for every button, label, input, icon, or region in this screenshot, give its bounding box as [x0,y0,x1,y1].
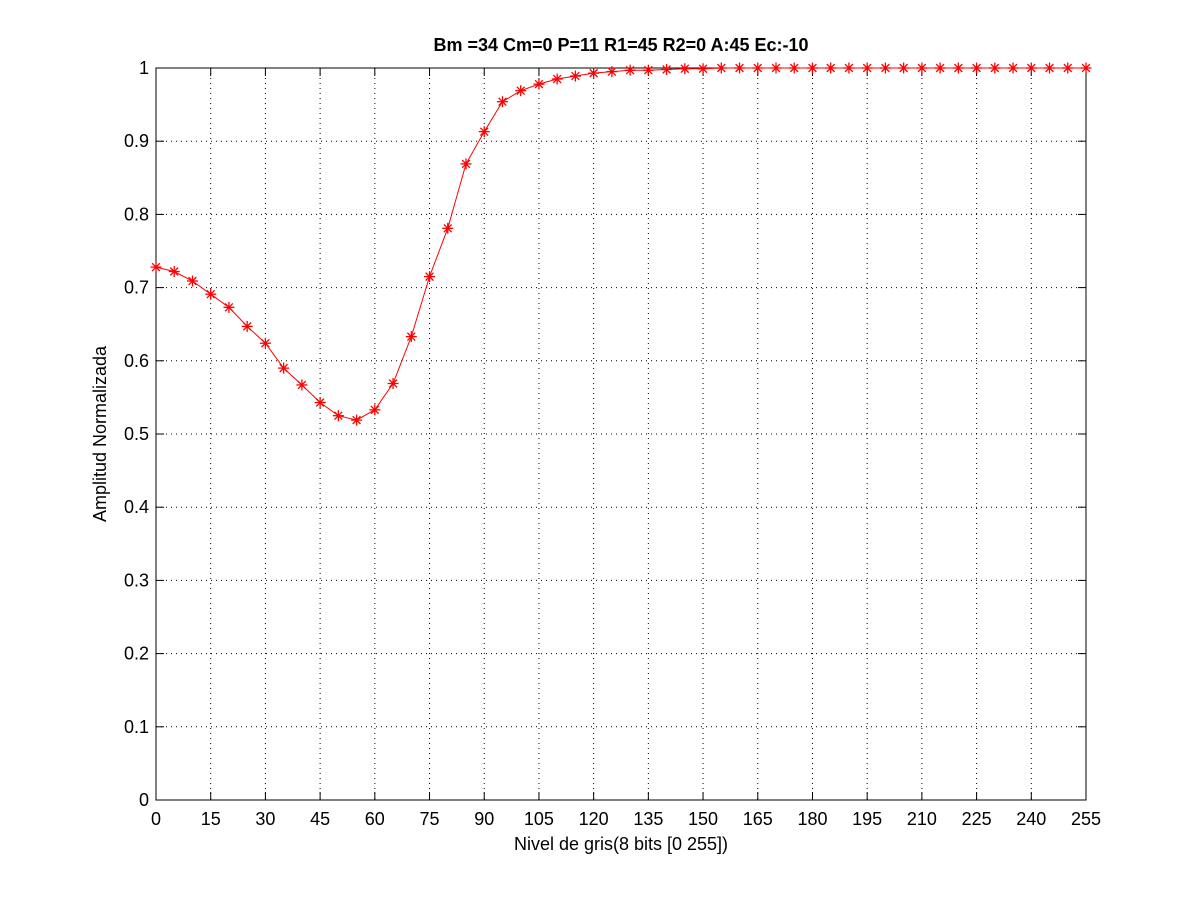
data-point [806,62,818,74]
data-point [186,275,198,287]
series-line [155,67,1086,421]
x-tick-label: 255 [1071,809,1101,829]
data-point [752,62,764,74]
data-point [442,222,454,234]
data-point [1080,62,1092,74]
x-tick-label: 225 [962,809,992,829]
data-point [259,337,271,349]
x-tick-label: 210 [907,809,937,829]
x-tick-label: 60 [365,809,385,829]
data-point [496,96,508,108]
data-point [788,62,800,74]
x-tick-label: 30 [255,809,275,829]
data-point [734,62,746,74]
data-point [661,63,673,75]
x-tick-label: 75 [420,809,440,829]
data-point [843,62,855,74]
data-point [296,379,308,391]
data-point [1025,62,1037,74]
data-point [679,63,691,75]
x-tick-label: 90 [474,809,494,829]
x-tick-label: 195 [852,809,882,829]
y-tick-label: 0.3 [124,570,149,590]
data-point [515,85,527,97]
data-point [934,62,946,74]
x-tick-label: 180 [797,809,827,829]
x-tick-label: 45 [310,809,330,829]
y-tick-label: 1 [139,58,149,78]
y-tick-label: 0.6 [124,351,149,371]
data-point [533,78,545,90]
x-tick-label: 105 [524,809,554,829]
x-tick-label: 240 [1016,809,1046,829]
data-point [971,62,983,74]
y-tick-label: 0 [139,790,149,810]
y-tick-label: 0.8 [124,204,149,224]
x-tick-label: 120 [579,809,609,829]
data-point [369,404,381,416]
data-point [387,377,399,389]
data-point [478,126,490,138]
data-point [150,261,162,273]
y-tick-label: 0.7 [124,278,149,298]
data-point [1062,62,1074,74]
data-point [642,64,654,76]
y-tick-label: 0.1 [124,717,149,737]
x-tick-label: 150 [688,809,718,829]
data-point [588,67,600,79]
series-layer [150,62,1092,426]
data-point [879,62,891,74]
data-point [424,271,436,283]
x-tick-label: 135 [633,809,663,829]
data-point [168,265,180,277]
data-point [861,62,873,74]
data-point [624,64,636,76]
data-point [551,73,563,85]
data-point [278,362,290,374]
data-point [825,62,837,74]
data-point [715,62,727,74]
x-tick-label: 15 [201,809,221,829]
x-tick-label: 165 [743,809,773,829]
data-point [223,301,235,313]
y-tick-label: 0.4 [124,497,149,517]
data-point [351,414,363,426]
data-point [898,62,910,74]
data-point [460,158,472,170]
data-point [606,66,618,78]
data-point [697,63,709,75]
grid-lines [156,68,1086,800]
y-tick-label: 0.2 [124,644,149,664]
data-point [314,397,326,409]
y-tick-label: 0.9 [124,131,149,151]
data-point [770,62,782,74]
x-axis-label: Nivel de gris(8 bits [0 255]) [514,834,728,854]
y-axis-label: Amplitud Normalizada [90,345,110,522]
y-tick-label: 0.5 [124,424,149,444]
data-point [989,62,1001,74]
data-point [332,410,344,422]
data-point [569,70,581,82]
data-point [205,288,217,300]
x-tick-label: 0 [151,809,161,829]
ticks: 0 15 30 45 60 75 90 105 120 135 150 165 180 195 210 225… [124,58,1101,829]
data-point [241,320,253,332]
data-point [952,62,964,74]
data-point [916,62,928,74]
data-point [405,331,417,343]
chart-title: Bm =34 Cm=0 P=11 R1=45 R2=0 A:45 Ec:-10 [433,35,808,55]
data-point [1007,62,1019,74]
data-point [1044,62,1056,74]
